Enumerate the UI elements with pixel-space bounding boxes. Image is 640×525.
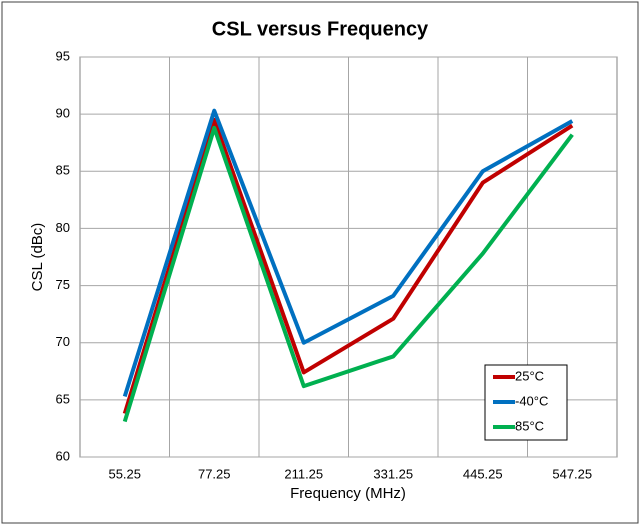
- y-tick-label: 80: [56, 220, 70, 235]
- series-line: [122, 108, 574, 398]
- y-tick-label: 75: [56, 277, 70, 292]
- y-tick-label: 85: [56, 163, 70, 178]
- x-tick-label: 211.25: [284, 466, 323, 481]
- legend-label: 85°C: [515, 418, 544, 433]
- x-tick-label: 547.25: [552, 466, 592, 481]
- y-axis-label: CSL (dBc): [29, 223, 46, 292]
- x-tick-label: 445.25: [463, 466, 503, 481]
- y-tick-label: 95: [56, 48, 70, 63]
- x-axis-label: Frequency (MHz): [290, 485, 406, 502]
- legend-label: 25°C: [515, 368, 544, 383]
- series-line: [122, 117, 574, 415]
- x-tick-label: 77.25: [198, 466, 231, 481]
- chart-title: CSL versus Frequency: [212, 18, 429, 40]
- legend-label: -40°C: [515, 393, 548, 408]
- y-tick-label: 90: [56, 106, 70, 121]
- series-line: [122, 125, 574, 423]
- y-tick-label: 60: [56, 448, 70, 463]
- x-tick-label: 55.25: [108, 466, 141, 481]
- y-tick-label: 65: [56, 391, 70, 406]
- y-tick-label: 70: [56, 334, 70, 349]
- x-tick-label: 331.25: [373, 466, 413, 481]
